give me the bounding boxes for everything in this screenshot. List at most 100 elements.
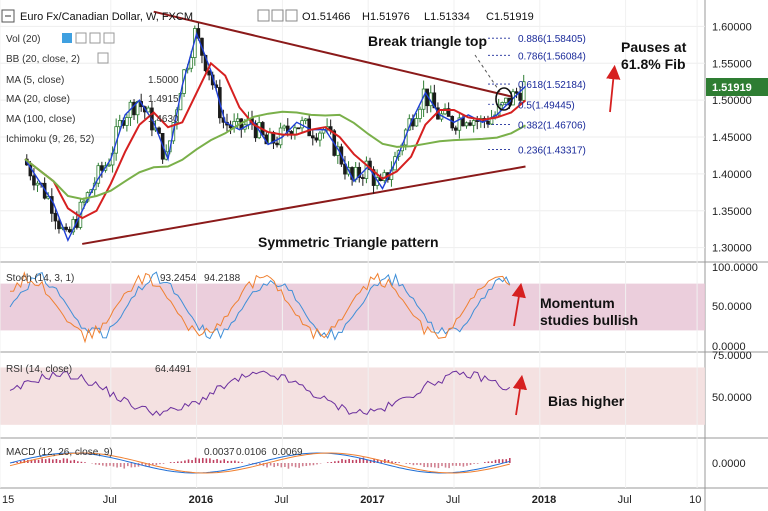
candle-body [278,127,283,146]
time-tick-label: 2016 [189,494,213,506]
triangle-trendlines [82,10,526,245]
triangle-upper-line [153,10,512,98]
bias-annotation: Bias higher [548,393,625,409]
rsi-path [9,370,511,417]
candle-body [471,120,476,126]
vol-icons [62,32,115,44]
rsi-tick-75: 75.0000 [712,350,752,362]
macd-signal-value: 0.0069 [272,447,303,458]
candle-body [357,166,362,178]
overlay-legend: Vol (20) BB (20, close, 2) MA (5, close)… [6,32,179,145]
time-tick-label: 15 [2,494,14,506]
ichimoku-label: Ichimoku (9, 26, 52) [6,134,94,145]
fib-label-0886: 0.886(1.58405) [518,34,586,45]
ma100-label: MA (100, close) [6,114,75,125]
candle-body [253,123,258,139]
fib-label-0786: 0.786(1.56084) [518,51,586,62]
candle-body [318,132,322,141]
ohlc-open: O1.51466 [302,11,350,23]
ma100-line [24,110,526,201]
stoch-lines [9,271,511,344]
stoch-k-line [9,271,511,341]
candle-body [453,127,458,131]
candle-body [361,177,365,179]
candle-body [107,164,111,167]
candle-body [235,118,240,122]
fib-labels: 0.886(1.58405) 0.786(1.56084) 0.618(1.52… [518,34,586,156]
candle-body [50,196,54,214]
moving-averages [24,31,527,243]
pauses-arrow [606,64,621,113]
candle-body [32,175,36,186]
ohlc-close: C1.51919 [486,11,534,23]
time-tick-label: 2018 [532,494,556,506]
candle-body [496,104,501,116]
candle-body [117,120,122,128]
ohlc-high: H1.51976 [362,11,410,23]
stoch-d-line [9,271,511,344]
ma5-label: MA (5, close) [6,75,64,86]
time-tick-label: 10 [689,494,701,506]
candle-body [82,200,86,203]
eye-icon[interactable] [62,33,72,43]
eye-icon[interactable] [257,9,270,22]
price-panel[interactable] [0,0,705,262]
candle-body [468,122,472,126]
breakout-circle [495,87,513,111]
triangle-annotation: Symmetric Triangle pattern [258,234,439,250]
candle-body [486,120,490,125]
candle-body [310,135,315,139]
pauses-line1: Pauses at [621,39,687,55]
candle-body [418,108,422,119]
price-tick-label: 1.30000 [712,243,752,255]
rsi-label: RSI (14, close) [6,364,72,375]
vol-label: Vol (20) [6,34,40,45]
candle-body [518,92,522,101]
stoch-overbought-band [0,283,705,331]
fib-label-05: 0.5(1.49445) [518,100,575,111]
candle-body [207,70,211,76]
candle-body [303,118,308,122]
rsi-line [9,370,511,417]
time-tick-label: 2017 [360,494,384,506]
ma20-line [24,61,527,220]
candle-body [189,57,194,69]
candle-body [504,97,508,103]
candle-body [282,125,286,129]
symbol-title: Euro Fx/Canadian Dollar, W, FXCM [20,11,193,23]
time-axis: 15 Jul 2016 Jul 2017 Jul 2018 Jul 10 [2,494,701,506]
add-icon[interactable] [89,32,101,44]
macd-tick-0: 0.0000 [712,458,746,470]
signal-line [9,452,510,474]
rsi-band [0,367,705,425]
time-tick-label: Jul [618,494,632,506]
momentum-line2: studies bullish [540,312,638,328]
candle-body [64,226,68,230]
chart-header: Euro Fx/Canadian Dollar, W, FXCM O1.5146… [1,9,534,23]
price-tick-label: 1.60000 [712,21,752,33]
ohlc-low: L1.51334 [424,11,470,23]
candle-body [296,127,301,130]
candle-body [100,165,104,171]
settings-icon[interactable] [75,32,87,44]
rsi-value: 64.4491 [155,364,192,375]
more-icon[interactable] [285,9,298,22]
macd-lines [9,452,511,474]
candle-body [461,117,465,127]
price-axis: 1.30000 1.35000 1.40000 1.45000 1.50000 1.550… [712,21,752,254]
stoch-tick-100: 100.0000 [712,262,758,274]
remove-icon[interactable] [103,32,115,44]
candle-body [132,101,136,116]
candle-body [125,117,129,126]
eye-icon[interactable] [97,52,109,64]
price-tick-label: 1.50000 [712,95,752,107]
candle-body [275,142,279,146]
ma5-value: 1.5000 [148,75,179,86]
candle-body [57,220,61,230]
candle-body [514,91,519,94]
header-icon-group [257,9,298,22]
candle-body [314,137,319,141]
settings-icon[interactable] [271,9,284,22]
momentum-line1: Momentum [540,295,615,311]
